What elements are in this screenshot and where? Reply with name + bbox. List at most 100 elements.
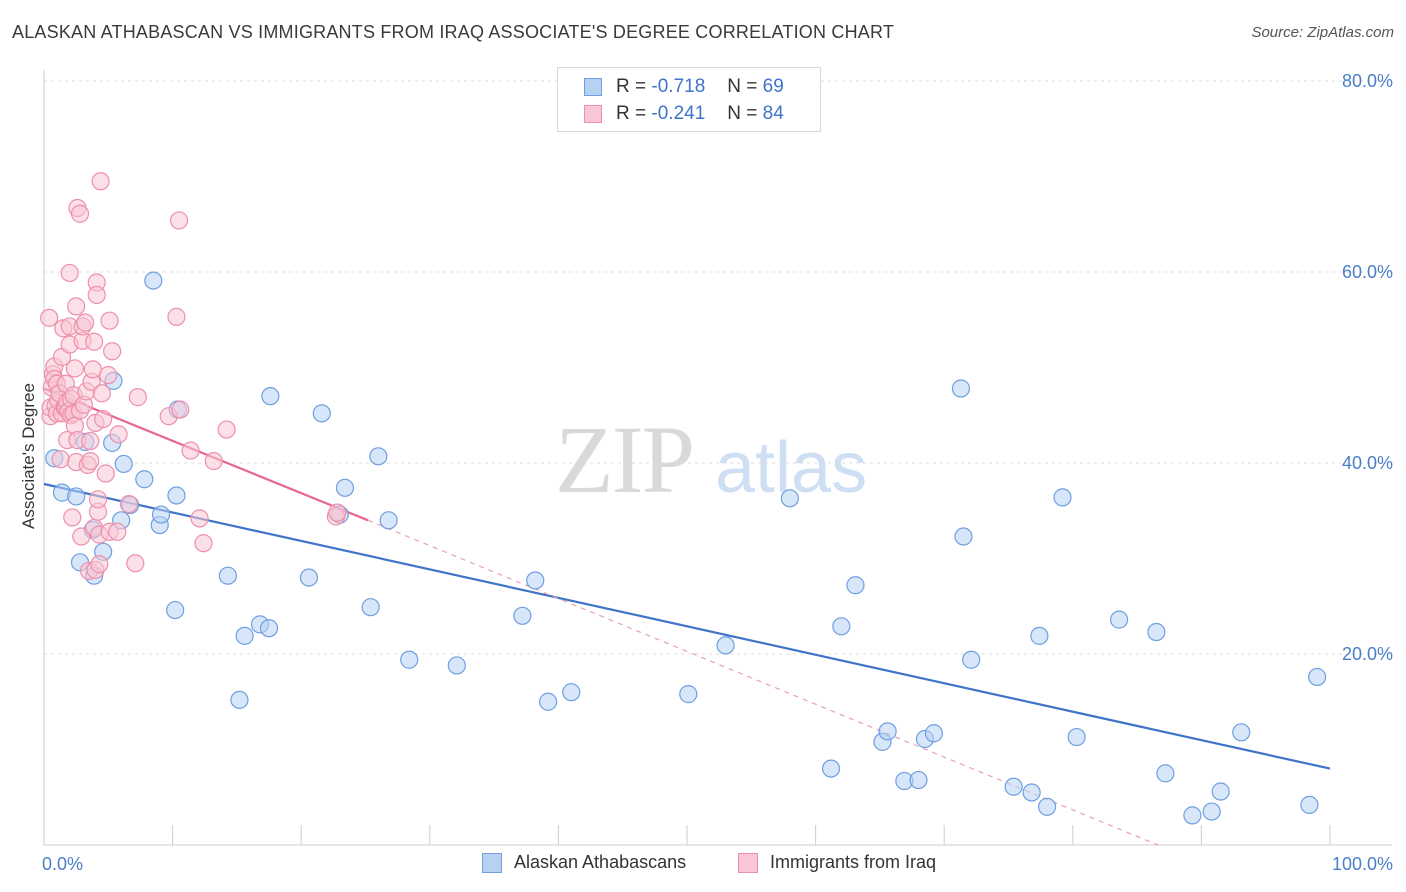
data-point: [83, 360, 102, 379]
y-tick-label: 40.0%: [1342, 453, 1393, 473]
data-point: [1030, 626, 1049, 645]
data-point: [100, 311, 119, 330]
data-point: [1053, 488, 1072, 507]
data-point: [526, 571, 545, 590]
data-point: [167, 307, 186, 326]
data-point: [135, 470, 154, 489]
data-point: [1109, 610, 1129, 629]
data-point: [109, 425, 128, 444]
source-label: Source: ZipAtlas.com: [1251, 24, 1394, 41]
data-point: [96, 464, 115, 483]
data-point: [181, 441, 200, 460]
data-point: [1022, 783, 1041, 802]
data-point: [144, 271, 163, 290]
data-point: [218, 566, 237, 585]
data-point: [151, 505, 171, 524]
data-point: [335, 478, 355, 497]
axes: [43, 70, 1392, 846]
data-point: [114, 454, 133, 474]
data-point: [1004, 777, 1023, 796]
data-point: [1300, 795, 1319, 814]
data-point: [87, 285, 106, 305]
watermark: ZIP atlas: [555, 406, 867, 513]
x-tick-label: 100.0%: [1332, 854, 1393, 874]
data-point: [328, 503, 347, 522]
data-point: [259, 619, 279, 638]
data-point: [119, 494, 138, 514]
data-point: [780, 489, 799, 508]
legend-swatch-athabascan: [584, 78, 602, 96]
data-point: [878, 722, 897, 741]
series-swatch-athabascan: [482, 852, 502, 873]
data-point: [128, 388, 147, 407]
data-point: [91, 172, 110, 191]
data-point: [51, 450, 70, 469]
data-point: [951, 379, 971, 398]
data-point: [65, 359, 84, 378]
series-legend-iraq: Immigrants from Iraq: [738, 852, 936, 873]
data-point: [1156, 764, 1175, 783]
data-point: [171, 400, 190, 419]
series-iraq: [40, 172, 347, 581]
data-point: [99, 366, 118, 385]
data-point: [167, 486, 186, 505]
legend-swatch-iraq: [584, 105, 602, 123]
data-point: [312, 404, 331, 423]
legend-r-label: R =: [616, 76, 647, 97]
data-point: [679, 685, 698, 704]
data-point: [369, 447, 388, 466]
legend-n-label: N =: [727, 103, 758, 124]
chart-title: ALASKAN ATHABASCAN VS IMMIGRANTS FROM IR…: [12, 22, 895, 42]
data-point: [1308, 667, 1327, 687]
data-point: [108, 522, 127, 541]
data-point: [846, 576, 865, 595]
data-point: [67, 297, 86, 316]
data-point: [539, 692, 558, 711]
series-athabascan: [45, 271, 1327, 825]
data-point: [1202, 802, 1221, 821]
grid-lines: [44, 80, 1392, 655]
y-tick-label: 60.0%: [1342, 262, 1393, 282]
data-point: [230, 690, 249, 709]
legend-n-value: 69: [762, 76, 784, 97]
data-point: [832, 617, 851, 636]
data-point: [72, 527, 91, 546]
data-point: [821, 759, 841, 778]
data-point: [81, 451, 100, 471]
data-point: [60, 263, 79, 283]
data-point: [261, 387, 280, 406]
legend-n-value: 84: [762, 103, 784, 124]
data-point: [1147, 622, 1166, 642]
data-point: [1037, 797, 1057, 816]
tick-labels: 20.0% 40.0% 60.0% 80.0% 0.0% 100.0%: [42, 71, 1393, 874]
y-tick-label: 20.0%: [1342, 644, 1393, 664]
legend-r-label: R =: [616, 103, 647, 124]
data-point: [962, 650, 981, 669]
data-point: [90, 555, 109, 574]
data-point: [94, 409, 113, 429]
watermark-zip: ZIP: [555, 406, 693, 513]
data-point: [924, 724, 944, 743]
data-point: [361, 598, 380, 617]
data-point: [954, 527, 973, 546]
trend-line-athabascan: [43, 482, 1331, 770]
data-point: [103, 342, 122, 361]
data-point: [194, 534, 213, 553]
legend-r-value: -0.241: [651, 103, 706, 124]
series-label-athabascan: Alaskan Athabascans: [514, 852, 687, 872]
series-swatch-iraq: [738, 852, 758, 873]
data-point: [1067, 727, 1086, 747]
data-point: [217, 420, 236, 439]
data-point: [204, 451, 223, 471]
data-point: [40, 308, 59, 327]
data-point: [76, 313, 95, 332]
series-legend: Alaskan Athabascans Immigrants from Iraq: [0, 852, 1406, 878]
data-point: [909, 770, 928, 790]
data-point: [70, 204, 90, 223]
data-point: [126, 554, 145, 573]
legend-row-athabascan: R = -0.718 N = 69: [584, 74, 784, 100]
trend-line-iraq: [43, 387, 369, 522]
data-point: [166, 600, 185, 620]
data-point: [81, 431, 100, 451]
data-point: [1183, 806, 1202, 825]
